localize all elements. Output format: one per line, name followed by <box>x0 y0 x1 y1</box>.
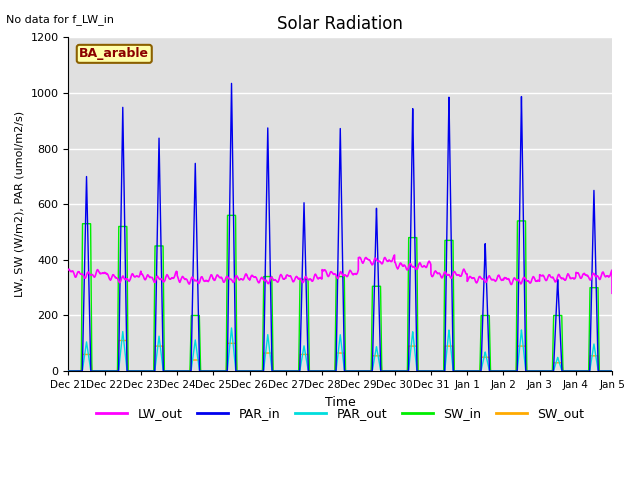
Y-axis label: LW, SW (W/m2), PAR (umol/m2/s): LW, SW (W/m2), PAR (umol/m2/s) <box>15 111 25 297</box>
Text: No data for f_LW_in: No data for f_LW_in <box>6 14 115 25</box>
Legend: LW_out, PAR_in, PAR_out, SW_in, SW_out: LW_out, PAR_in, PAR_out, SW_in, SW_out <box>91 402 589 425</box>
X-axis label: Time: Time <box>325 396 356 408</box>
Title: Solar Radiation: Solar Radiation <box>277 15 403 33</box>
Text: BA_arable: BA_arable <box>79 48 149 60</box>
